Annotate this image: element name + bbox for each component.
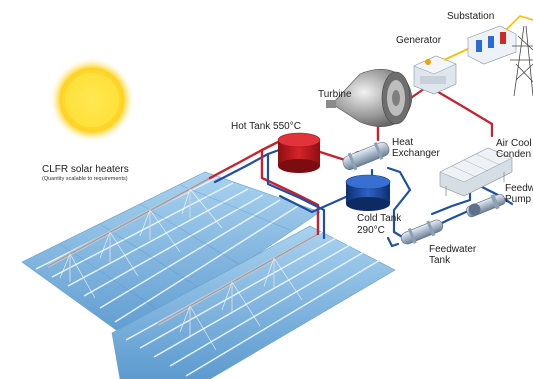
substation-icon <box>467 15 533 65</box>
hot-tank <box>277 132 321 173</box>
cold-tank-label-line1: Cold Tank <box>357 213 402 224</box>
clfr-subtitle: (Quantity scalable to requirements) <box>42 176 128 182</box>
solar-field-2 <box>111 225 396 379</box>
hot-tank-label: Hot Tank 550°C <box>231 121 301 132</box>
cold-tank <box>345 174 391 211</box>
air-cooled-condenser-label-line1: Air Cool <box>496 138 532 149</box>
heat-exchanger-label-line1: Heat <box>392 137 414 148</box>
solar-field-1 <box>21 171 321 341</box>
feedwater-tank <box>400 219 444 245</box>
generator-label: Generator <box>396 35 442 46</box>
feedwater-tank-label-line2: Tank <box>429 255 451 266</box>
substation-label: Substation <box>447 11 495 22</box>
generator-icon <box>413 47 471 95</box>
turbine-label: Turbine <box>318 89 352 100</box>
clfr-title: CLFR solar heaters <box>42 164 129 175</box>
turbine-icon <box>326 69 413 127</box>
feedwater-pump-label-line1: Feedw <box>505 183 533 194</box>
air-cooled-condenser <box>439 147 513 197</box>
feedwater-tank-label-line1: Feedwater <box>429 244 477 255</box>
cold-tank-label-line2: 290°C <box>357 225 385 236</box>
heat-exchanger-label-line2: Exchanger <box>392 148 440 159</box>
air-cooled-condenser-label-line2: Conden <box>496 149 532 160</box>
feedwater-pump <box>466 193 506 218</box>
feedwater-pump-label-line2: Pump <box>505 194 532 205</box>
transmission-tower-icon <box>510 25 533 97</box>
heat-exchanger <box>342 142 390 171</box>
